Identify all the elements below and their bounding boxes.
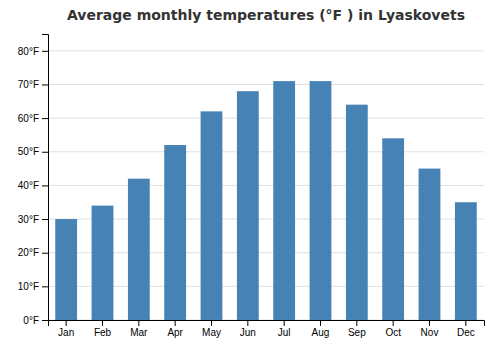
y-tick-label: 50°F — [18, 146, 39, 157]
x-tick-label: Oct — [385, 327, 401, 338]
y-tick: 40°F — [18, 180, 48, 191]
y-axis-line — [42, 35, 49, 321]
y-tick-mark — [42, 286, 48, 287]
x-tick: Feb — [94, 320, 112, 338]
x-tick: Sep — [348, 320, 366, 338]
bar — [455, 202, 477, 320]
y-tick-label: 40°F — [18, 180, 39, 191]
x-tick-label: May — [202, 327, 221, 338]
y-tick: 70°F — [18, 79, 48, 90]
y-tick-mark — [42, 118, 48, 119]
y-tick: 10°F — [18, 281, 48, 292]
x-axis-line — [49, 321, 485, 327]
x-tick-label: Jan — [58, 327, 74, 338]
bar — [419, 169, 441, 320]
y-tick-mark — [42, 253, 48, 254]
grid — [48, 51, 484, 320]
y-tick-mark — [42, 51, 48, 52]
x-tick-mark — [393, 320, 394, 326]
bar — [346, 105, 368, 320]
y-axis: 0°F 10°F 20°F 30°F 40°F 50°F 60°F 70°F 80°F — [18, 35, 49, 326]
x-tick: Jan — [58, 320, 74, 338]
x-tick-label: Dec — [457, 327, 475, 338]
x-tick-mark — [66, 320, 67, 326]
x-tick-mark — [138, 320, 139, 326]
x-tick-label: Sep — [348, 327, 366, 338]
y-tick: 50°F — [18, 146, 48, 157]
y-tick-label: 60°F — [18, 113, 39, 124]
y-tick-label: 30°F — [18, 214, 39, 225]
x-tick-mark — [211, 320, 212, 326]
x-tick: May — [202, 320, 221, 338]
x-tick-label: Mar — [130, 327, 148, 338]
x-tick: Jun — [240, 320, 256, 338]
bar — [201, 111, 223, 320]
x-tick-label: Feb — [94, 327, 112, 338]
x-tick-label: Jun — [240, 327, 256, 338]
plot-area: 0°F 10°F 20°F 30°F 40°F 50°F 60°F 70°F 80°F Jan Fe… — [18, 35, 485, 339]
chart-container: 0°F 10°F 20°F 30°F 40°F 50°F 60°F 70°F 80°F Jan Fe… — [0, 0, 500, 350]
y-tick: 30°F — [18, 214, 48, 225]
x-tick: Apr — [167, 320, 183, 338]
y-tick-label: 10°F — [18, 281, 39, 292]
x-tick-mark — [247, 320, 248, 326]
bar — [273, 81, 295, 320]
bar — [128, 179, 150, 320]
grid-line — [48, 151, 484, 152]
x-tick: Aug — [312, 320, 330, 338]
y-tick-label: 80°F — [18, 46, 39, 57]
x-tick: Mar — [130, 320, 148, 338]
x-tick-mark — [284, 320, 285, 326]
bar — [92, 206, 114, 320]
y-tick-mark — [42, 185, 48, 186]
x-tick: Oct — [385, 320, 401, 338]
bars — [55, 81, 476, 320]
y-tick-label: 20°F — [18, 247, 39, 258]
y-tick: 0°F — [23, 315, 48, 326]
bar — [237, 91, 259, 320]
y-tick: 80°F — [18, 46, 48, 57]
x-tick-mark — [429, 320, 430, 326]
bar — [310, 81, 332, 320]
grid-line — [48, 118, 484, 119]
x-tick: Nov — [421, 320, 439, 338]
y-tick-mark — [42, 152, 48, 153]
x-tick-label: Nov — [421, 327, 439, 338]
bar — [55, 219, 77, 320]
x-tick-label: Aug — [312, 327, 330, 338]
title: Average monthly temperatures (°F ) in Ly… — [67, 7, 465, 23]
grid-line — [48, 84, 484, 85]
y-tick: 20°F — [18, 247, 48, 258]
x-tick-mark — [320, 320, 321, 326]
x-tick: Dec — [457, 320, 475, 338]
x-tick: Jul — [278, 320, 291, 338]
x-tick-mark — [175, 320, 176, 326]
x-tick-mark — [356, 320, 357, 326]
x-tick-mark — [102, 320, 103, 326]
x-tick-label: Apr — [167, 327, 183, 338]
y-tick-mark — [42, 84, 48, 85]
bar — [164, 145, 186, 320]
chart-svg: 0°F 10°F 20°F 30°F 40°F 50°F 60°F 70°F 80°F Jan Fe… — [0, 0, 500, 350]
x-axis: Jan Feb Mar Apr May Jun Jul Aug Sep Oct Nov Dec — [49, 320, 485, 338]
y-tick-mark — [42, 320, 48, 321]
x-tick-label: Jul — [278, 327, 291, 338]
y-tick-label: 70°F — [18, 79, 39, 90]
y-tick: 60°F — [18, 113, 48, 124]
grid-line — [48, 50, 484, 51]
y-tick-label: 0°F — [23, 315, 39, 326]
x-tick-mark — [465, 320, 466, 326]
bar — [382, 138, 404, 320]
y-tick-mark — [42, 219, 48, 220]
